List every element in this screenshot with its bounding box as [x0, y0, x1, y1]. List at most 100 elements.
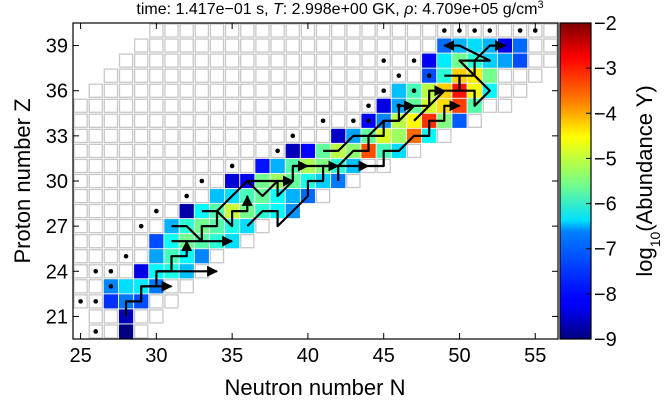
grid-cell	[118, 264, 134, 279]
grid-cell	[315, 68, 331, 83]
grid-cell	[497, 98, 513, 113]
grid-cell	[224, 128, 240, 144]
grid-cell	[543, 53, 558, 68]
grid-cell	[103, 113, 119, 128]
grid-cell	[88, 309, 103, 324]
grid-cell	[73, 188, 88, 204]
grid-cell	[224, 143, 240, 159]
grid-cell	[315, 188, 331, 204]
marker-dot	[381, 58, 387, 63]
grid-cell	[133, 53, 149, 68]
abundance-cell	[209, 189, 225, 204]
grid-cell	[133, 38, 149, 53]
grid-cell	[179, 83, 194, 98]
grid-cell	[164, 143, 179, 159]
grid-cell	[118, 83, 134, 98]
grid-cell	[497, 23, 513, 38]
flow-path	[413, 40, 491, 122]
flow-path	[323, 85, 446, 152]
grid-cell	[133, 143, 149, 159]
y-tick-label: 27	[46, 216, 68, 238]
grid-cell	[255, 113, 270, 128]
grid-cell	[179, 68, 194, 83]
grid-cell	[270, 128, 285, 144]
grid-cell	[133, 324, 149, 339]
grid-cell	[331, 83, 346, 98]
grid-cell	[164, 83, 179, 98]
title-temp-value: : 2.998e+00 GK,	[283, 1, 400, 18]
abundance-cell	[103, 294, 118, 309]
grid-cell	[209, 143, 225, 159]
grid-cell	[391, 38, 407, 53]
grid-cell	[224, 98, 240, 113]
grid-cell	[118, 128, 134, 144]
marker-dot	[487, 28, 493, 33]
flow-path	[201, 160, 309, 213]
grid-cell	[194, 68, 210, 83]
grid-cell	[103, 158, 119, 174]
marker-dots	[78, 28, 538, 334]
grid-cell	[285, 113, 300, 128]
grid-cell	[149, 83, 164, 98]
grid-cell	[164, 38, 179, 53]
grid-cell	[194, 38, 210, 53]
grid-cell	[149, 38, 164, 53]
grid-cell	[88, 203, 103, 219]
grid-cell	[179, 128, 194, 144]
grid-cell	[315, 23, 331, 38]
grid-cell	[149, 158, 164, 174]
grid-cell	[467, 113, 482, 128]
abundance-cell	[391, 83, 406, 98]
grid-cell	[73, 158, 88, 174]
grid-cell	[164, 23, 179, 38]
y-tick-label: 24	[46, 261, 68, 283]
grid-cell	[88, 128, 103, 144]
grid-cell	[300, 53, 316, 68]
colorbar-label-suffix: (Abundance Y)	[632, 85, 657, 231]
grid-cell	[240, 158, 255, 174]
grid-cell	[88, 249, 103, 264]
grid-cell	[270, 68, 285, 83]
grid-cell	[255, 23, 270, 38]
grid-cell	[149, 143, 164, 159]
x-axis-label: Neutron number N	[225, 375, 406, 400]
colorbar: −9 −8 −7 −6 −5 −4 −3 −2 log10(Abundance Y)	[559, 13, 663, 351]
grid-cell	[209, 158, 225, 174]
grid-cell	[164, 53, 179, 68]
grid-cell	[194, 113, 210, 128]
y-tick-label: 39	[46, 36, 68, 58]
grid-cell	[103, 234, 119, 249]
grid-cell	[300, 128, 316, 144]
grid-cell	[118, 143, 134, 159]
grid-cell	[331, 38, 346, 53]
grid-cell	[224, 68, 240, 83]
grid-cell	[512, 68, 528, 83]
grid-cell	[133, 173, 149, 189]
grid-cell	[133, 249, 149, 264]
colorbar-tick-label: −7	[594, 239, 617, 261]
colorbar-frame	[559, 22, 592, 340]
colorbar-ticks: −9 −8 −7 −6 −5 −4 −3 −2	[586, 13, 617, 351]
grid-cell	[149, 53, 164, 68]
grid-cell	[285, 53, 300, 68]
grid-cell	[391, 23, 407, 38]
grid-cell	[406, 68, 422, 83]
grid-cell	[421, 38, 437, 53]
grid-cell	[346, 173, 361, 189]
x-tick-label: 40	[297, 345, 319, 367]
grid-cell	[315, 83, 331, 98]
marker-dot	[108, 268, 114, 274]
abundance-cell	[149, 234, 164, 249]
abundance-cell	[255, 158, 270, 173]
marker-dot	[532, 28, 538, 33]
grid-cell	[194, 98, 210, 113]
grid-cell	[118, 173, 134, 189]
flow-path	[337, 100, 416, 181]
grid-cell	[315, 128, 331, 144]
grid-cell	[240, 23, 255, 38]
colorbar-gradient	[560, 23, 591, 339]
grid-cell	[118, 158, 134, 174]
grid-cell	[361, 53, 376, 68]
plot-area: 25 30 35 40 45 50 55 21 24 27 30 33 36 39	[46, 22, 559, 367]
x-ticks: 25 30 35 40 45 50 55	[69, 23, 546, 367]
